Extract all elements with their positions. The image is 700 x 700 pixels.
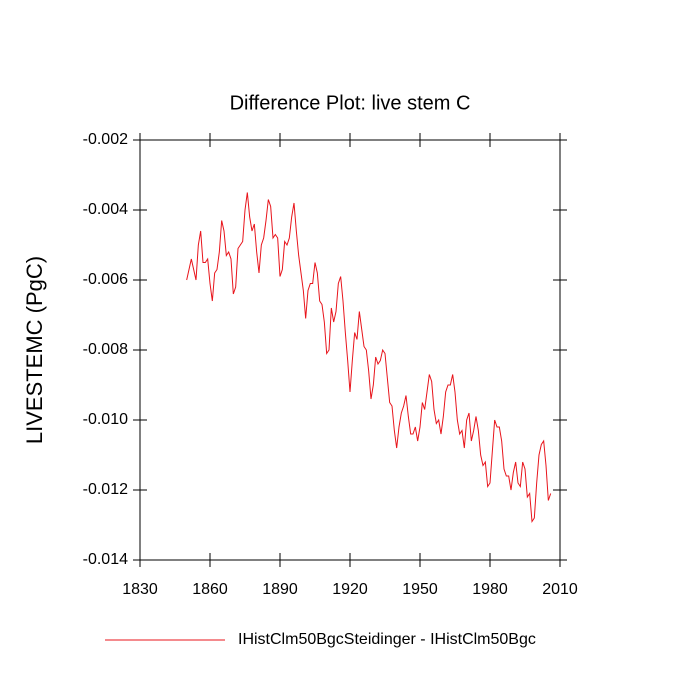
y-tick-label: -0.014 [83, 551, 128, 568]
data-line [186, 192, 552, 523]
x-tick-label: 2010 [542, 581, 578, 598]
y-tick-label: -0.004 [83, 201, 128, 218]
y-tick-label: -0.008 [83, 341, 128, 358]
plot-frame [139, 139, 561, 561]
x-tick-label: 1860 [192, 581, 228, 598]
legend-label: IHistClm50BgcSteidinger - IHistClm50Bgc [238, 631, 536, 648]
x-tick-label: 1980 [472, 581, 508, 598]
y-tick-label: -0.010 [83, 411, 128, 428]
x-tick-label: 1890 [262, 581, 298, 598]
x-tick-label: 1950 [402, 581, 438, 598]
y-axis-label: LIVESTEMC (PgC) [22, 256, 47, 444]
x-tick-label: 1830 [122, 581, 158, 598]
x-tick-label: 1920 [332, 581, 368, 598]
y-tick-label: -0.002 [83, 131, 128, 148]
chart-title: Difference Plot: live stem C [230, 92, 471, 114]
y-tick-label: -0.006 [83, 271, 128, 288]
y-tick-label: -0.012 [83, 481, 128, 498]
